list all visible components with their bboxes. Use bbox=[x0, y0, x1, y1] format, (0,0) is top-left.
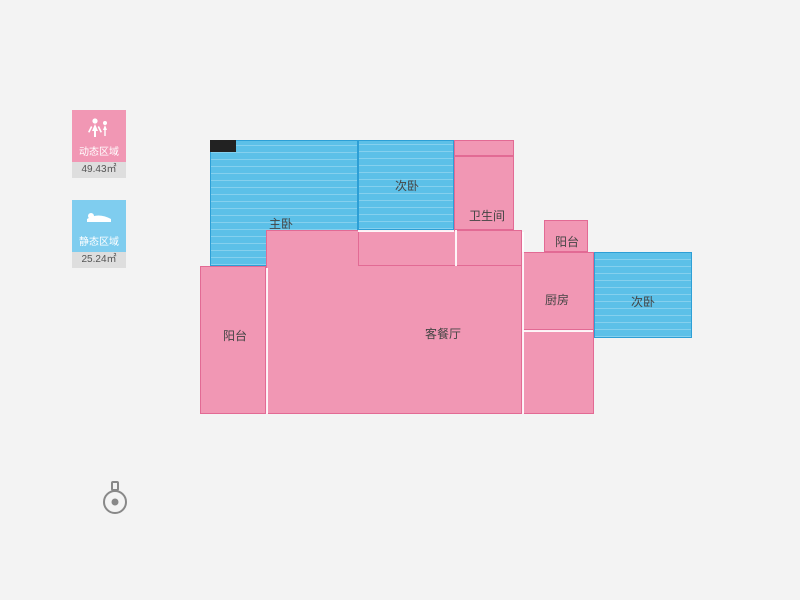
legend-dynamic-label: 动态区域 bbox=[72, 144, 126, 162]
room-second2: 次卧 bbox=[594, 252, 692, 338]
room-kitchen-label: 厨房 bbox=[545, 291, 569, 308]
legend-static: 静态区域 25.24㎡ bbox=[72, 200, 126, 268]
room-liv_ext bbox=[522, 330, 594, 414]
wall-corner bbox=[210, 140, 236, 152]
legend-dynamic: 动态区域 49.43㎡ bbox=[72, 110, 126, 178]
divider-1 bbox=[522, 232, 524, 414]
room-balc_tr-label: 阳台 bbox=[555, 233, 579, 250]
legend-static-label: 静态区域 bbox=[72, 234, 126, 252]
room-second2-label: 次卧 bbox=[631, 293, 655, 310]
floorplan-canvas: 动态区域 49.43㎡ 静态区域 25.24㎡ 主卧次卧卫生间阳台次卧厨房客餐厅… bbox=[0, 0, 800, 600]
room-notch bbox=[454, 140, 514, 156]
room-living-label: 客餐厅 bbox=[425, 325, 461, 342]
room-bath: 卫生间 bbox=[454, 156, 514, 230]
divider-4 bbox=[358, 230, 454, 232]
divider-0 bbox=[266, 268, 268, 414]
people-icon bbox=[72, 110, 126, 144]
divider-3 bbox=[455, 230, 457, 266]
divider-2 bbox=[523, 330, 593, 332]
room-balc_l: 阳台 bbox=[200, 266, 266, 414]
room-second1-label: 次卧 bbox=[395, 177, 419, 194]
room-kitchen: 厨房 bbox=[522, 252, 594, 330]
legend-static-value: 25.24㎡ bbox=[72, 252, 126, 268]
sleep-icon bbox=[72, 200, 126, 234]
legend-dynamic-value: 49.43㎡ bbox=[72, 162, 126, 178]
room-balc_l-label: 阳台 bbox=[223, 327, 247, 344]
room-bath-label: 卫生间 bbox=[469, 207, 505, 224]
room-balc_tr: 阳台 bbox=[544, 220, 588, 252]
room-corridor bbox=[358, 230, 522, 266]
room-second1: 次卧 bbox=[358, 140, 454, 230]
compass-icon bbox=[99, 478, 131, 516]
